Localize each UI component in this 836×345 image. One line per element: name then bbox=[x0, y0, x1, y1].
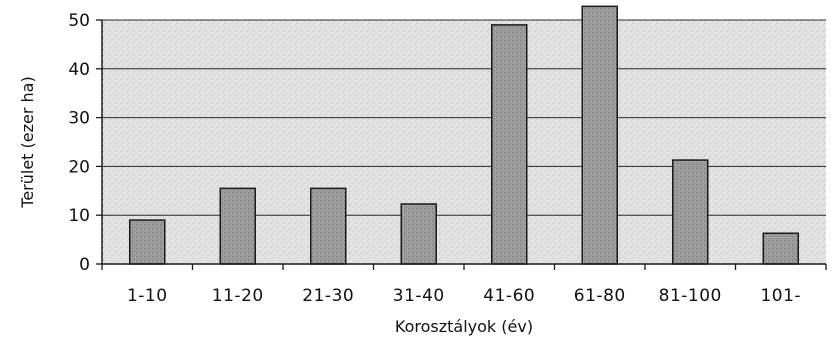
bar bbox=[400, 203, 437, 265]
bar bbox=[762, 232, 799, 265]
y-tick-label: 0 bbox=[79, 255, 90, 275]
x-category-label: 41-60 bbox=[483, 286, 535, 306]
x-category-label: 1-10 bbox=[127, 286, 168, 306]
bar bbox=[219, 187, 256, 265]
bar bbox=[491, 24, 528, 265]
y-axis-title: Terület (ezer ha) bbox=[18, 76, 37, 208]
bar bbox=[672, 159, 709, 265]
x-category-label: 31-40 bbox=[393, 286, 445, 306]
y-tick-label: 10 bbox=[68, 206, 90, 226]
y-tick-label: 30 bbox=[68, 109, 90, 129]
x-category-labels: 1-10 11-20 21-30 31-40 41-60 61-80 81-100 101- bbox=[127, 286, 801, 306]
axes bbox=[96, 19, 827, 270]
bar bbox=[310, 187, 347, 265]
x-category-label: 21-30 bbox=[302, 286, 354, 306]
y-tick-labels: 0 10 20 30 40 50 bbox=[68, 11, 90, 275]
x-category-label: 101- bbox=[760, 286, 801, 306]
y-tick-label: 20 bbox=[68, 157, 90, 177]
x-category-label: 81-100 bbox=[659, 286, 722, 306]
y-tick-label: 50 bbox=[68, 11, 90, 31]
x-axis-title: Korosztályok (év) bbox=[395, 317, 533, 336]
y-tick-label: 40 bbox=[68, 60, 90, 80]
bars bbox=[129, 5, 799, 265]
bar bbox=[581, 5, 618, 265]
x-category-label: 11-20 bbox=[212, 286, 264, 306]
bar bbox=[129, 219, 166, 265]
x-category-label: 61-80 bbox=[574, 286, 626, 306]
plot-area-background bbox=[102, 20, 826, 264]
